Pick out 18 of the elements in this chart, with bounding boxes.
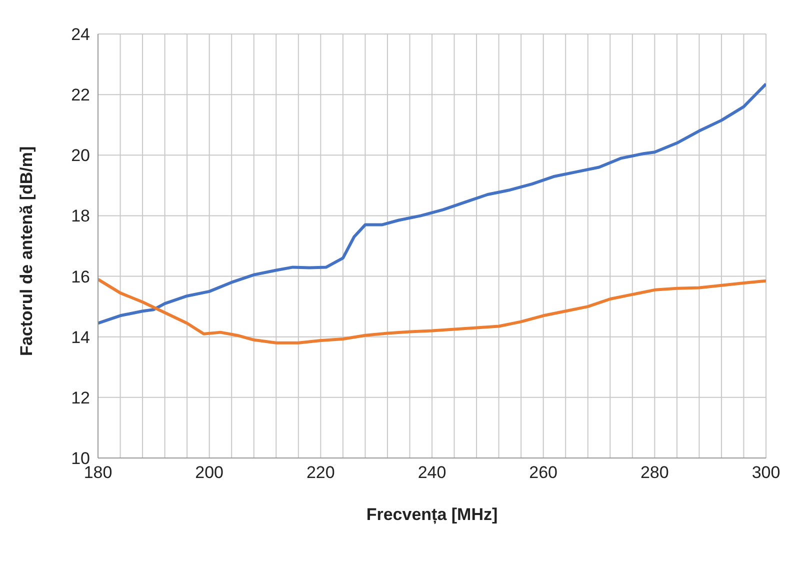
y-axis-title: Factorul de antenă [dB/m] [17, 146, 36, 356]
x-tick-label: 280 [640, 463, 669, 482]
y-tick-label: 12 [71, 388, 90, 408]
x-tick-label: 200 [195, 463, 224, 482]
line-series [98, 82, 766, 325]
y-tick-label: 16 [71, 267, 90, 286]
y-tick-label: 24 [71, 25, 90, 44]
y-tick-label: 18 [71, 206, 90, 226]
y-tick-label: 22 [71, 86, 90, 105]
line-series [98, 278, 766, 344]
x-tick-label: 260 [529, 463, 558, 482]
x-tick-label: 220 [306, 463, 335, 482]
x-tick-label: 300 [752, 463, 780, 482]
x-axis-title: Frecvența [MHz] [366, 505, 498, 524]
x-tick-label: 240 [418, 463, 446, 482]
x-tick-label: 180 [84, 463, 112, 482]
y-tick-label: 20 [71, 146, 90, 166]
y-tick-label: 14 [71, 328, 90, 347]
